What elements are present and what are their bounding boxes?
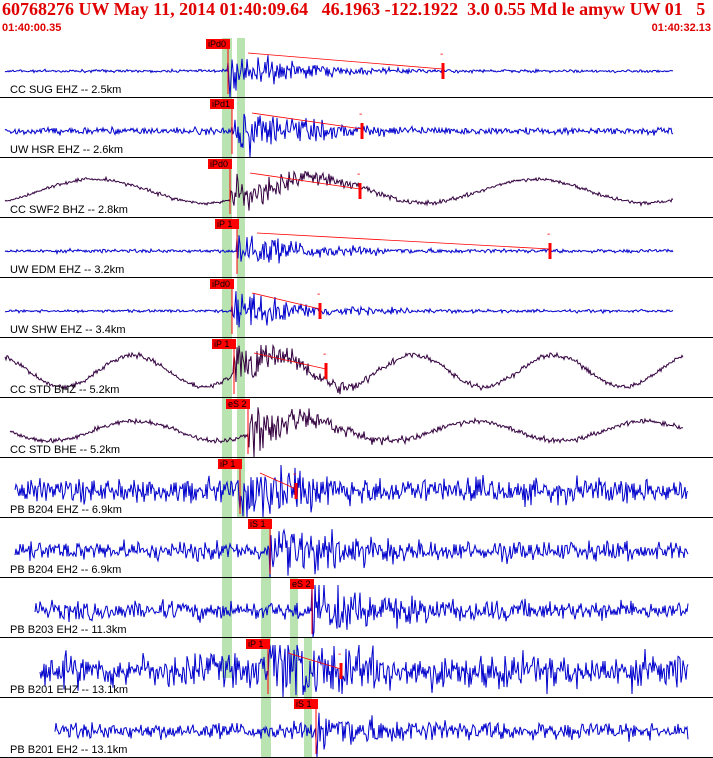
trace-row: iS 1 PB B204 EH2 -- 6.9km <box>0 519 713 578</box>
coda-decay-line <box>259 472 297 490</box>
trace-row: iP 1 - CC STD BHZ -- 5.2km <box>0 339 713 398</box>
coda-decay-line <box>287 652 342 670</box>
trace-row: iPd0 - CC SWF2 BHZ -- 2.8km <box>0 159 713 218</box>
trace-label: PB B201 EH2 -- 13.1km <box>10 744 127 756</box>
trace-label: CC SUG EHZ -- 2.5km <box>10 84 121 96</box>
coda-decay-line <box>247 52 444 70</box>
coda-marker-sign: - <box>338 649 341 660</box>
trace-row: iP 1 - PB B201 EHZ -- 13.1km <box>0 639 713 698</box>
pick-label: iPd1 <box>212 99 230 109</box>
coda-decay-line <box>249 172 361 190</box>
waveform <box>54 712 689 758</box>
coda-marker-sign: - <box>359 109 362 120</box>
waveform <box>9 407 683 458</box>
waveform <box>4 55 674 98</box>
coda-decay-line <box>251 292 321 310</box>
pick-label: iS 1 <box>250 519 266 529</box>
pick-flag <box>208 159 232 169</box>
pick-flag <box>218 459 242 469</box>
pick-flag <box>226 399 250 409</box>
coda-decay-line <box>256 232 551 250</box>
seismogram-panel: iPd0 - CC SUG EHZ -- 2.5km iPd1 - UW HSR EHZ … <box>0 38 713 758</box>
coda-decay-line <box>253 352 327 370</box>
trace-label: UW EDM EHZ -- 3.2km <box>10 264 124 276</box>
pick-flag <box>206 39 230 49</box>
trace-row: iS 1 PB B201 EH2 -- 13.1km <box>0 699 713 758</box>
trace-label: CC STD BHE -- 5.2km <box>10 444 120 456</box>
pick-label: iP 1 <box>248 639 263 649</box>
pick-label: iPd0 <box>210 159 228 169</box>
coda-marker-sign: - <box>440 49 443 60</box>
pick-label: eS 2 <box>292 579 311 589</box>
waveform <box>4 343 684 395</box>
coda-decay-line <box>251 112 363 130</box>
waveform <box>34 584 689 638</box>
pick-label: iS 1 <box>296 699 312 709</box>
pick-flag <box>215 219 239 229</box>
trace-row: iP 1 - PB B204 EHZ -- 6.9km <box>0 459 713 518</box>
trace-row: iPd1 - UW HSR EHZ -- 2.6km <box>0 99 713 158</box>
trace-label: CC SWF2 BHZ -- 2.8km <box>10 204 128 216</box>
pick-label: iP 1 <box>214 339 229 349</box>
pick-label: iPd0 <box>208 39 226 49</box>
waveform <box>39 644 689 698</box>
trace-row: iPd0 - UW SHW EHZ -- 3.4km <box>0 279 713 338</box>
trace-label: PB B204 EHZ -- 6.9km <box>10 504 122 516</box>
event-title: 60768276 UW May 11, 2014 01:40:09.64 46.… <box>2 0 706 19</box>
pick-flag <box>290 579 314 589</box>
pick-flag <box>246 639 270 649</box>
trace-row: eS 2 PB B203 EH2 -- 11.3km <box>0 579 713 638</box>
trace-label: UW HSR EHZ -- 2.6km <box>10 144 123 156</box>
trace-label: UW SHW EHZ -- 3.4km <box>10 324 126 336</box>
trace-label: PB B204 EH2 -- 6.9km <box>10 564 121 576</box>
trace-label: PB B201 EHZ -- 13.1km <box>10 684 128 696</box>
waveform <box>4 113 674 158</box>
trace-row: iP 1 - UW EDM EHZ -- 3.2km <box>0 219 713 278</box>
coda-marker-sign: - <box>323 349 326 360</box>
coda-marker-sign: - <box>293 469 296 480</box>
waveform <box>14 528 689 578</box>
pick-flag <box>210 99 234 109</box>
pick-label: iP 1 <box>217 219 232 229</box>
coda-marker-sign: - <box>547 229 550 240</box>
waveform <box>4 235 674 264</box>
trace-row: eS 2 CC STD BHE -- 5.2km <box>0 399 713 458</box>
pick-flag <box>294 699 318 709</box>
header: 60768276 UW May 11, 2014 01:40:09.64 46.… <box>0 0 713 38</box>
pick-flag <box>212 339 236 349</box>
trace-rows: iPd0 - CC SUG EHZ -- 2.5km iPd1 - UW HSR EHZ … <box>0 39 713 758</box>
waveform <box>4 170 674 211</box>
end-time: 01:40:32.13 <box>651 22 711 34</box>
pick-label: iP 1 <box>220 459 235 469</box>
pick-flag <box>248 519 272 529</box>
pick-band <box>222 38 232 678</box>
start-time: 01:40:00.35 <box>2 22 62 34</box>
trace-label: PB B203 EH2 -- 11.3km <box>10 624 127 636</box>
trace-row: iPd0 - CC SUG EHZ -- 2.5km <box>0 39 713 98</box>
pick-flag <box>210 279 234 289</box>
waveform <box>4 291 674 328</box>
coda-marker-sign: - <box>357 169 360 180</box>
trace-label: CC STD BHZ -- 5.2km <box>10 384 119 396</box>
pick-label: iPd0 <box>212 279 230 289</box>
coda-marker-sign: - <box>317 289 320 300</box>
waveform <box>14 464 689 518</box>
pick-label: eS 2 <box>228 399 247 409</box>
